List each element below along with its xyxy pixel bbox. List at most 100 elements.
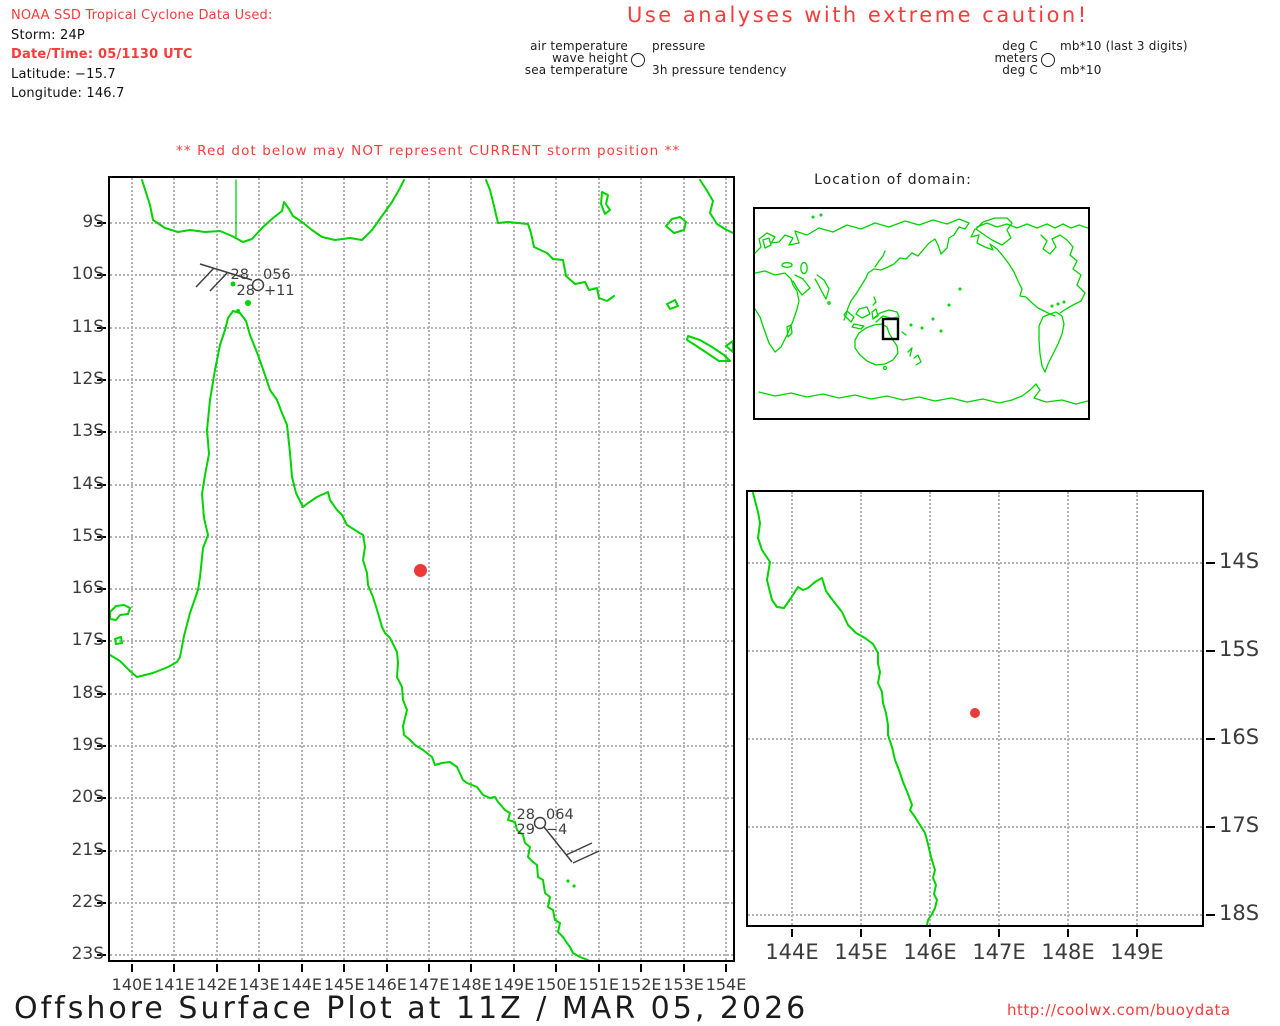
grid-line-vertical xyxy=(1067,492,1069,925)
axis-label-longitude: 149E xyxy=(493,975,535,994)
axis-tick xyxy=(215,964,218,972)
storm-position-dot xyxy=(414,564,427,577)
info-source-line: NOAA SSD Tropical Cyclone Data Used: xyxy=(11,8,273,23)
axis-label-longitude: 148E xyxy=(1041,940,1095,964)
axis-label-latitude: 14S xyxy=(1219,549,1260,573)
grid-line-vertical xyxy=(343,178,346,960)
grid-line-vertical xyxy=(512,178,515,960)
axis-label-latitude: 22S xyxy=(71,891,104,912)
axis-label-latitude: 9S xyxy=(82,212,104,232)
axis-tick xyxy=(97,692,106,695)
axis-tick xyxy=(1206,914,1215,916)
grid-line-vertical xyxy=(860,492,862,925)
axis-label-latitude: 18S xyxy=(71,682,104,703)
axis-tick xyxy=(97,954,106,957)
axis-tick xyxy=(97,274,106,277)
grid-line-vertical xyxy=(640,178,643,960)
axis-tick xyxy=(860,929,862,937)
axis-tick xyxy=(597,964,600,972)
station-plot-symbols xyxy=(195,263,600,864)
source-url-link[interactable]: http://coolwx.com/buoydata xyxy=(1007,1001,1231,1019)
grid-line-vertical xyxy=(215,178,218,960)
domain-location-rectangle xyxy=(881,317,900,341)
legend-unit-degc-2: deg C xyxy=(1002,63,1038,77)
grid-line-horizontal xyxy=(110,222,733,224)
axis-label-latitude: 23S xyxy=(71,944,104,965)
grid-line-horizontal xyxy=(110,901,733,904)
station-pressure: 064 xyxy=(546,807,574,823)
axis-tick xyxy=(258,964,261,972)
grid-line-vertical xyxy=(791,492,793,925)
grid-line-vertical xyxy=(725,178,728,960)
station-circle-icon xyxy=(533,816,547,830)
axis-tick xyxy=(929,929,931,937)
axis-tick xyxy=(682,964,685,972)
axis-label-longitude: 149E xyxy=(1110,940,1164,964)
grid-line-vertical xyxy=(385,178,388,960)
axis-label-latitude: 21S xyxy=(71,839,104,860)
legend-sea-temp: sea temperature xyxy=(524,63,628,77)
info-datetime-line: Date/Time: 05/1130 UTC xyxy=(11,47,193,62)
axis-label-latitude: 11S xyxy=(71,316,104,337)
station-air-temp: 28 xyxy=(516,807,535,823)
axis-label-longitude: 143E xyxy=(238,975,280,994)
axis-label-latitude: 16S xyxy=(1219,725,1260,749)
info-longitude-line: Longitude: 146.7 xyxy=(11,86,125,101)
axis-tick xyxy=(173,964,176,972)
axis-tick xyxy=(97,901,106,904)
legend-pressure: pressure xyxy=(652,39,706,53)
axis-tick xyxy=(97,797,106,800)
station-sea-temp: 28 xyxy=(236,283,255,299)
station-circle-icon xyxy=(1041,53,1055,67)
axis-label-longitude: 147E xyxy=(972,940,1026,964)
axis-tick xyxy=(998,929,1000,937)
axis-tick xyxy=(97,378,106,381)
axis-tick xyxy=(385,964,388,972)
grid-line-vertical xyxy=(597,178,600,960)
grid-line-horizontal xyxy=(110,274,733,277)
grid-line-horizontal xyxy=(748,562,1202,564)
axis-label-latitude: 18S xyxy=(1219,901,1260,925)
axis-label-longitude: 144E xyxy=(765,940,819,964)
axis-tick xyxy=(97,588,106,591)
axis-label-longitude: 148E xyxy=(451,975,492,994)
axis-label-longitude: 150E xyxy=(535,975,577,994)
coastline-papua-new-guinea xyxy=(141,179,733,362)
grid-line-vertical xyxy=(1136,492,1138,925)
axis-tick xyxy=(97,326,106,329)
grid-line-vertical xyxy=(555,178,558,960)
axis-tick xyxy=(97,483,106,486)
info-latitude-line: Latitude: −15.7 xyxy=(11,66,116,82)
legend-pressure-tendency: 3h pressure tendency xyxy=(652,63,787,77)
axis-label-longitude: 154E xyxy=(705,975,747,994)
storm-info-block: NOAA SSD Tropical Cyclone Data Used: Sto… xyxy=(11,6,273,104)
station-circle-icon xyxy=(631,53,645,67)
plot-title: Offshore Surface Plot at 11Z / MAR 05, 2… xyxy=(14,991,809,1026)
zoom-inset-map: 144E 145E 146E 147E 148E 149E 14S 15S 16S 17S 18S xyxy=(746,490,1259,964)
grid-line-horizontal xyxy=(110,797,733,800)
wind-barb-icon xyxy=(543,826,600,864)
axis-tick xyxy=(1206,826,1215,828)
axis-label-longitude: 152E xyxy=(620,975,662,994)
axis-tick xyxy=(1206,650,1215,652)
info-storm-line: Storm: 24P xyxy=(11,27,85,43)
axis-label-longitude: 146E xyxy=(903,940,957,964)
axis-tick xyxy=(1067,929,1069,937)
axis-label-latitude: 12S xyxy=(71,368,104,389)
station-circle-icon xyxy=(251,278,265,292)
axis-tick xyxy=(97,535,106,538)
axis-label-latitude: 19S xyxy=(71,735,104,755)
axis-tick xyxy=(343,964,346,972)
axis-label-latitude: 13S xyxy=(71,421,104,442)
grid-line-horizontal xyxy=(110,326,733,329)
world-coastlines xyxy=(755,213,1088,405)
grid-line-horizontal xyxy=(110,849,733,852)
grid-line-vertical xyxy=(470,178,473,960)
axis-tick xyxy=(97,640,106,643)
grid-line-horizontal xyxy=(110,588,733,591)
axis-label-latitude: 17S xyxy=(71,630,104,651)
station-sea-temp: 29 xyxy=(516,822,535,838)
coastline-queensland xyxy=(110,281,589,960)
world-inset-title: Location of domain: xyxy=(814,172,972,188)
